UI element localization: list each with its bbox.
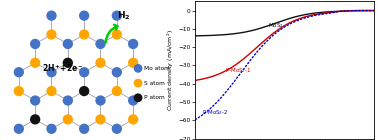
Point xyxy=(16,71,22,73)
MoS$_2$ xyxy=(193,35,198,37)
Text: S atom: S atom xyxy=(144,80,165,86)
Point xyxy=(114,15,120,17)
P-MoS$_2$-2 xyxy=(193,119,198,120)
Point xyxy=(130,99,136,102)
Point xyxy=(135,97,141,99)
MoS$_2$ xyxy=(264,26,268,27)
Point xyxy=(135,67,141,69)
MoS$_2$ xyxy=(323,11,328,13)
Point xyxy=(114,128,120,130)
P-MoS$_2$-2 xyxy=(305,16,310,18)
MoS$_2$ xyxy=(251,29,256,31)
Point xyxy=(114,90,120,92)
Point xyxy=(65,62,71,64)
P-MoS$_2$-1 xyxy=(251,49,256,51)
P-MoS$_2$-1 xyxy=(214,74,219,76)
P-MoS$_2$-2 xyxy=(264,41,268,43)
Point xyxy=(48,71,54,73)
Text: P-MoS$_2$-1: P-MoS$_2$-1 xyxy=(225,66,251,75)
Point xyxy=(65,43,71,45)
Point xyxy=(65,118,71,121)
Line: P-MoS$_2$-1: P-MoS$_2$-1 xyxy=(195,10,374,80)
Text: $\mathbf{2H^+\!\!+\!2e^-}$: $\mathbf{2H^+\!\!+\!2e^-}$ xyxy=(42,63,84,74)
Point xyxy=(32,118,38,121)
Point xyxy=(130,118,136,121)
Point xyxy=(135,82,141,84)
Point xyxy=(81,15,87,17)
P-MoS$_2$-2 xyxy=(322,13,327,15)
Line: P-MoS$_2$-2: P-MoS$_2$-2 xyxy=(195,10,374,120)
Point xyxy=(114,33,120,36)
Point xyxy=(81,71,87,73)
Text: Mo atom: Mo atom xyxy=(144,66,170,71)
Point xyxy=(48,128,54,130)
Point xyxy=(81,33,87,36)
Y-axis label: Current density (mA/cm$^2$): Current density (mA/cm$^2$) xyxy=(166,29,176,111)
P-MoS$_2$-1 xyxy=(264,38,268,40)
Point xyxy=(81,90,87,92)
P-MoS$_2$-1 xyxy=(322,12,327,14)
Point xyxy=(16,128,22,130)
P-MoS$_2$-2 xyxy=(372,10,376,11)
Text: MoS$_2$: MoS$_2$ xyxy=(268,21,284,30)
Point xyxy=(32,43,38,45)
Text: P atom: P atom xyxy=(144,95,165,100)
Line: MoS$_2$: MoS$_2$ xyxy=(195,10,374,36)
MoS$_2$ xyxy=(214,34,219,36)
MoS$_2$ xyxy=(322,11,327,13)
Point xyxy=(98,118,104,121)
Point xyxy=(98,43,104,45)
Text: P-MoS$_2$-2: P-MoS$_2$-2 xyxy=(202,108,228,117)
P-MoS$_2$-1 xyxy=(193,80,198,81)
P-MoS$_2$-2 xyxy=(251,55,256,57)
Point xyxy=(130,62,136,64)
Point xyxy=(98,99,104,102)
Point xyxy=(114,71,120,73)
Point xyxy=(16,90,22,92)
P-MoS$_2$-2 xyxy=(323,13,328,15)
Point xyxy=(98,62,104,64)
MoS$_2$ xyxy=(305,13,310,15)
Point xyxy=(65,99,71,102)
Point xyxy=(32,99,38,102)
Point xyxy=(130,43,136,45)
P-MoS$_2$-2 xyxy=(214,102,219,103)
Point xyxy=(81,128,87,130)
P-MoS$_2$-1 xyxy=(305,15,310,17)
P-MoS$_2$-1 xyxy=(323,12,328,14)
Point xyxy=(48,33,54,36)
Point xyxy=(32,62,38,64)
Point xyxy=(48,90,54,92)
P-MoS$_2$-1 xyxy=(372,10,376,11)
MoS$_2$ xyxy=(372,10,376,11)
Point xyxy=(48,15,54,17)
Text: $\mathbf{H_2}$: $\mathbf{H_2}$ xyxy=(117,10,131,22)
